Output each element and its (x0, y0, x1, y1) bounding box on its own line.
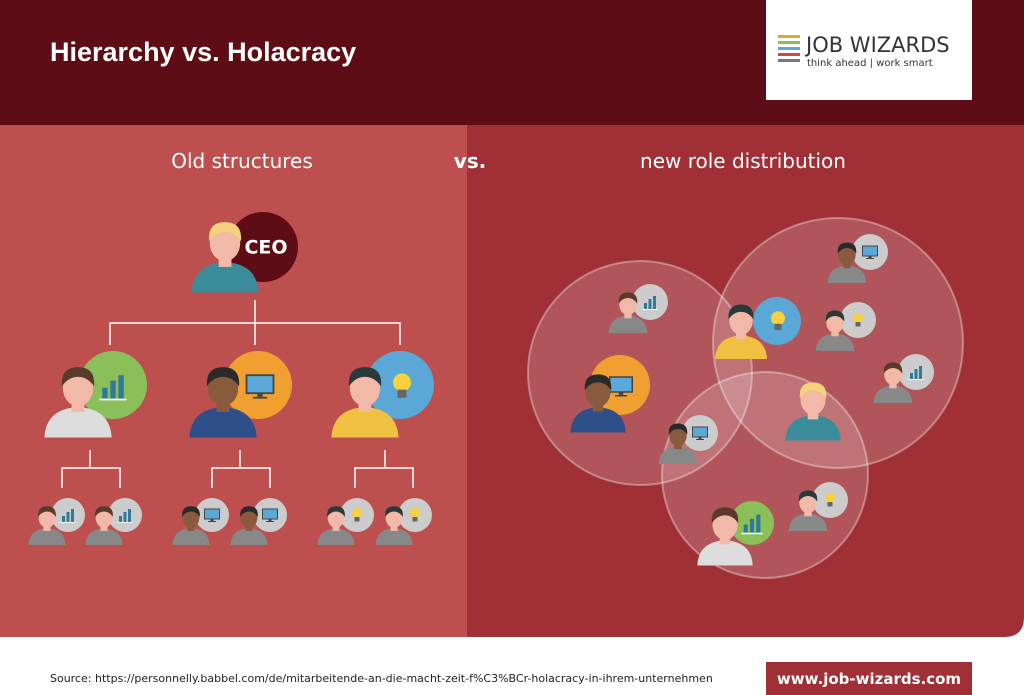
ceo-badge (228, 212, 298, 282)
role-members (570, 234, 934, 566)
shape (109, 300, 401, 345)
shape (778, 41, 800, 44)
logo-mark (778, 35, 800, 62)
team-members (28, 498, 432, 545)
shape (354, 450, 414, 488)
logo-tagline: think ahead | work smart (807, 58, 933, 69)
vs-label: vs. (454, 149, 487, 173)
source: Source: https://personnelly.babbel.com/d… (50, 672, 713, 685)
left-heading: Old structures (171, 149, 313, 173)
logo-box (766, 0, 972, 100)
shape (778, 59, 800, 62)
shape (61, 450, 121, 488)
shape (778, 53, 800, 56)
website[interactable]: www.job-wizards.com (777, 670, 961, 688)
shape (211, 450, 271, 488)
shape (778, 35, 800, 38)
shape (661, 371, 869, 579)
shape (778, 47, 800, 50)
website-box (766, 662, 972, 695)
logo-name: JOB WIZARDS (804, 33, 950, 57)
org-lines (61, 300, 414, 488)
title: Hierarchy vs. Holacracy (50, 37, 356, 67)
ceo-label: CEO (244, 237, 287, 259)
right-heading: new role distribution (640, 149, 846, 173)
